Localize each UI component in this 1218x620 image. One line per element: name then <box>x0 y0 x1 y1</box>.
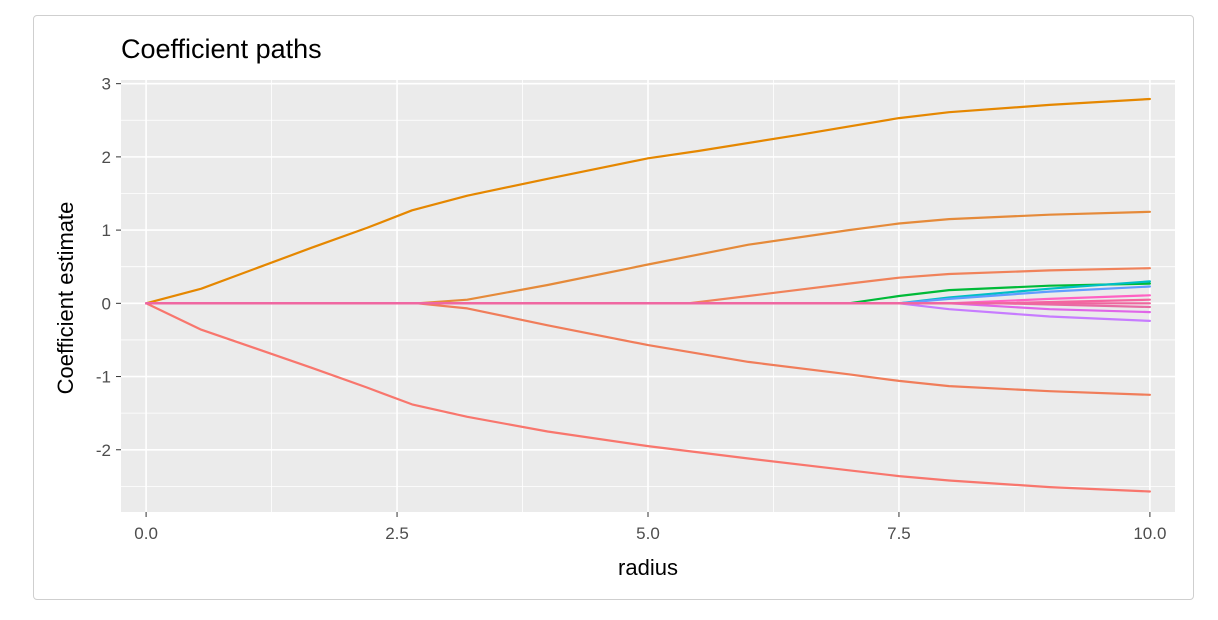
x-axis-title: radius <box>618 555 678 580</box>
series-line-3 <box>145 210 1152 305</box>
series-line-4 <box>145 302 1152 396</box>
y-axis-title: Coefficient estimate <box>53 202 78 395</box>
axes: 0.0 2.5 5.0 7.5 10.0 -2 -1 0 1 2 3 <box>96 75 1167 543</box>
chart-title: Coefficient paths <box>121 34 322 64</box>
y-tick-label: 0 <box>102 294 111 313</box>
series-line-2 <box>145 97 1152 305</box>
x-tick-label: 7.5 <box>887 524 911 543</box>
y-tick-label: -2 <box>96 441 111 460</box>
series-line-1 <box>145 302 1152 493</box>
x-tick-label: 10.0 <box>1133 524 1166 543</box>
y-tick-label: 3 <box>102 75 111 94</box>
x-tick-label: 2.5 <box>385 524 409 543</box>
series-line-5 <box>145 267 1152 305</box>
x-tick-label: 0.0 <box>134 524 158 543</box>
y-tick-label: 2 <box>102 148 111 167</box>
y-tick-label: 1 <box>102 221 111 240</box>
series-group <box>145 97 1152 493</box>
x-tick-label: 5.0 <box>636 524 660 543</box>
y-tick-label: -1 <box>96 368 111 387</box>
